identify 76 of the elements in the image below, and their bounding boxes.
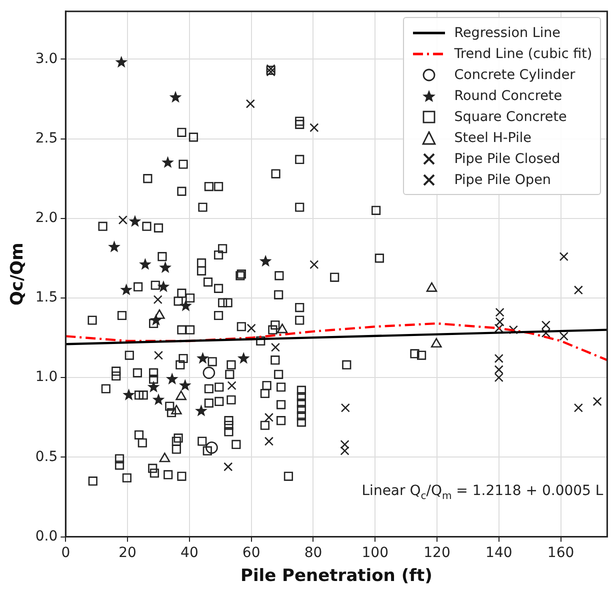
point (310, 123, 319, 132)
legend-label: Steel H-Pile (454, 130, 532, 146)
legend-label: Regression Line (454, 24, 560, 41)
y-tick-label: 1.0 (35, 369, 58, 386)
x-tick-label: 160 (547, 544, 574, 561)
point (120, 284, 132, 296)
point (159, 452, 170, 462)
point (178, 379, 192, 391)
point (494, 354, 504, 364)
point (154, 350, 164, 360)
point (154, 309, 165, 319)
point (122, 388, 135, 400)
point (246, 324, 256, 333)
point (139, 258, 152, 270)
point (195, 404, 208, 416)
point (276, 324, 288, 334)
y-tick-label: 0.5 (35, 448, 58, 465)
point (159, 261, 172, 273)
point (237, 352, 250, 364)
y-axis-title: Qc/Qm (8, 242, 28, 306)
point (559, 252, 568, 262)
point (264, 412, 274, 422)
line-series (66, 322, 608, 362)
x-tick-label: 60 (242, 544, 260, 561)
point (430, 338, 442, 348)
point (169, 90, 182, 103)
point (157, 280, 170, 292)
y-tick-label: 1.5 (35, 290, 58, 306)
point (196, 352, 209, 364)
legend-label: Round Concrete (454, 88, 562, 104)
point (162, 156, 174, 168)
point (259, 254, 272, 267)
point (246, 99, 255, 108)
point (340, 403, 350, 412)
point (108, 240, 120, 252)
point (152, 393, 165, 406)
legend-label: Trend Line (cubic fit) (454, 46, 592, 62)
point (227, 381, 236, 390)
x-tick-label: 100 (362, 544, 388, 561)
legend-label: Concrete Cylinder (454, 66, 576, 83)
point (118, 215, 128, 225)
x-tick-label: 0 (61, 544, 70, 561)
point (270, 342, 280, 352)
x-tick-label: 120 (424, 544, 450, 561)
point (128, 215, 142, 227)
point (166, 372, 178, 384)
point (264, 436, 274, 446)
x-tick-label: 80 (304, 544, 322, 561)
point (266, 64, 276, 74)
point (310, 260, 319, 270)
x-tick-label: 140 (486, 544, 512, 561)
legend-label: Pipe Pile Closed (454, 150, 560, 167)
point (592, 396, 602, 406)
point (559, 332, 568, 341)
point (202, 366, 216, 379)
point (171, 404, 182, 414)
point (176, 390, 186, 400)
point (224, 462, 233, 472)
x-tick-label: 20 (118, 544, 136, 561)
point (266, 67, 276, 76)
y-tick-label: 2.0 (35, 210, 58, 226)
point (115, 56, 128, 68)
x-axis-title: Pile Penetration (ft) (240, 566, 432, 586)
y-tick-label: 0.0 (35, 528, 58, 544)
point (508, 325, 518, 334)
legend-label: Square Concrete (454, 108, 567, 125)
point (574, 403, 583, 412)
point (574, 285, 583, 295)
y-tick-label: 3.0 (35, 50, 58, 67)
point (206, 441, 218, 454)
y-tick-label: 2.5 (35, 130, 58, 146)
point (147, 380, 160, 392)
point (153, 295, 162, 304)
x-tick-label: 40 (180, 544, 198, 561)
legend-label: Pipe Pile Open (454, 172, 551, 188)
point (426, 282, 438, 292)
